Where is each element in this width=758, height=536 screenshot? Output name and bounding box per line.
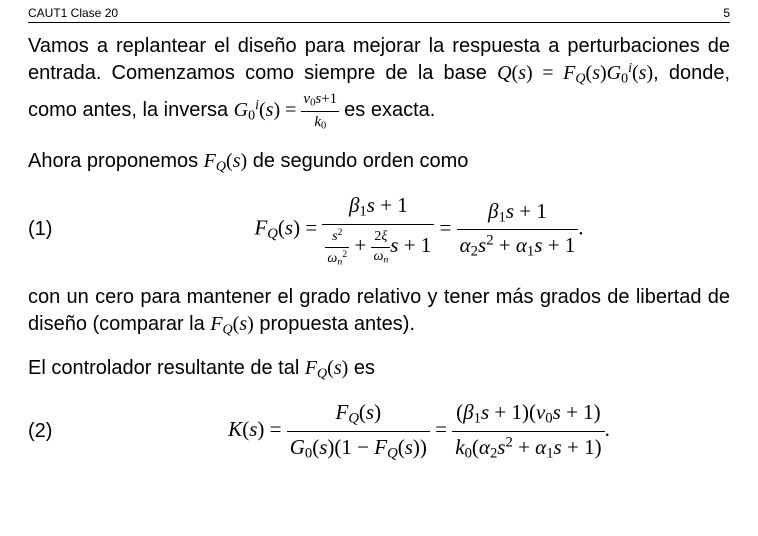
- page-header: CAUT1 Clase 20 5: [28, 6, 730, 22]
- paragraph-4: El controlador resultante de tal FQ(s) e…: [28, 355, 730, 384]
- p1-text-c: es exacta.: [344, 99, 435, 121]
- eq1-body: FQ(s) = β1s + 1 s2 ωn2 + 2ξ ωn s: [108, 191, 730, 268]
- header-left: CAUT1 Clase 20: [28, 6, 118, 20]
- header-rule: [28, 22, 730, 23]
- eq2-body: K(s) = FQ(s) G0(s)(1 − FQ(s)) = (β1s + 1…: [108, 398, 730, 464]
- eq-inline-frac-nu: ν0s+1 k0: [301, 99, 344, 121]
- eq-inline-FQ-4: FQ(s): [305, 357, 348, 379]
- p4-text-b: es: [348, 357, 375, 379]
- p3-text-b: propuesta antes).: [254, 313, 415, 335]
- eq2-number: (2): [28, 418, 108, 445]
- paragraph-2: Ahora proponemos FQ(s) de segundo orden …: [28, 148, 730, 177]
- paragraph-1: Vamos a replantear el diseño para mejora…: [28, 33, 730, 134]
- header-page-number: 5: [723, 6, 730, 20]
- equation-1: (1) FQ(s) = β1s + 1 s2 ωn2 + 2ξ ωn: [28, 191, 730, 268]
- eq-inline-Q: Q(s) = FQ(s)G0i(s): [497, 62, 653, 84]
- p4-text-a: El controlador resultante de tal: [28, 357, 305, 379]
- eq-inline-G0i: G0i(s) =: [234, 99, 302, 121]
- paragraph-3: con un cero para mantener el grado relat…: [28, 284, 730, 340]
- eq-inline-FQ-2: FQ(s): [204, 150, 247, 172]
- equation-2: (2) K(s) = FQ(s) G0(s)(1 − FQ(s)) = (β1s…: [28, 398, 730, 464]
- p2-text-b: de segundo orden como: [247, 150, 468, 172]
- p2-text-a: Ahora proponemos: [28, 150, 204, 172]
- eq1-number: (1): [28, 216, 108, 243]
- eq-inline-FQ-3: FQ(s): [210, 313, 253, 335]
